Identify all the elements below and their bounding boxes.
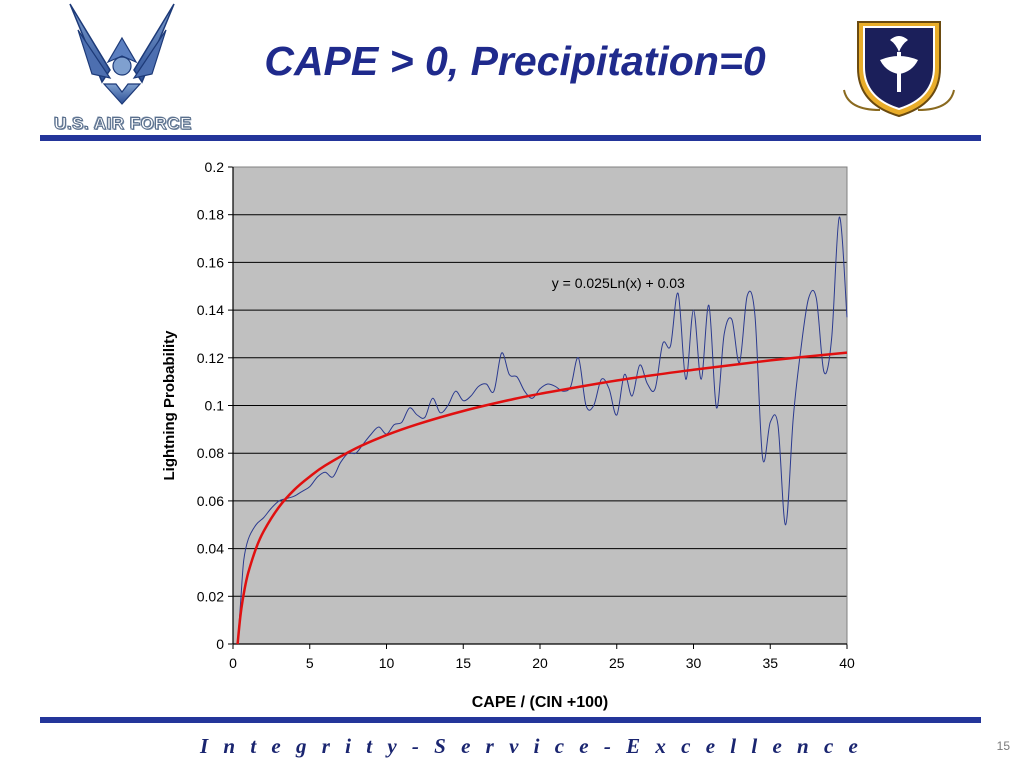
y-tick-label: 0.12 [197,350,224,366]
y-tick-label: 0.18 [197,207,224,223]
x-tick-label: 35 [762,655,778,671]
axes [228,166,848,649]
afwa-shield-icon [843,21,955,118]
x-tick-label: 40 [839,655,855,671]
air-force-symbol-icon [69,3,175,105]
x-tick-label: 20 [532,655,548,671]
x-tick-label: 25 [609,655,625,671]
y-axis-label: Lightning Probability [161,330,178,481]
series [236,216,848,645]
y-tick-label: 0.14 [197,302,224,318]
y-tick-label: 0.04 [197,541,224,557]
x-tick-label: 15 [455,655,471,671]
trendline-equation: y = 0.025Ln(x) + 0.03 [552,275,685,291]
header-divider [40,135,981,141]
y-tick-label: 0.2 [205,159,225,175]
logo-wordmark: U.S. AIR FORCE [54,114,192,134]
y-tick-label: 0.06 [197,493,224,509]
y-tick-label: 0.16 [197,254,224,270]
afwa-logo [840,12,958,120]
footer-motto: I n t e g r i t y - S e r v i c e - E x … [200,734,863,758]
footer-divider [40,717,981,723]
x-tick-label: 10 [379,655,395,671]
observed-probability-line [237,216,848,645]
x-tick-label: 5 [306,655,314,671]
y-tick-label: 0.1 [205,398,225,414]
tick-labels: 0 0.02 0.04 0.06 0.08 0.1 0.12 0.14 0.16 0.18 0.2 0… [197,159,855,671]
y-tick-label: 0.02 [197,588,224,604]
y-tick-label: 0.08 [197,445,224,461]
us-air-force-logo: U.S. AIR FORCE [32,0,212,140]
x-tick-label: 30 [686,655,702,671]
lightning-probability-chart: 0 0.02 0.04 0.06 0.08 0.1 0.12 0.14 0.16 0.18 0.2 0… [150,150,870,720]
y-tick-label: 0 [216,636,224,652]
x-axis-label: CAPE / (CIN +100) [472,694,608,711]
page-number: 15 [996,739,1010,753]
slide-title: CAPE > 0, Precipitation=0 [264,38,766,84]
log-fit-trendline [236,351,848,645]
x-tick-label: 0 [229,655,237,671]
chart-svg: 0 0.02 0.04 0.06 0.08 0.1 0.12 0.14 0.16 0.18 0.2 0… [161,159,855,711]
